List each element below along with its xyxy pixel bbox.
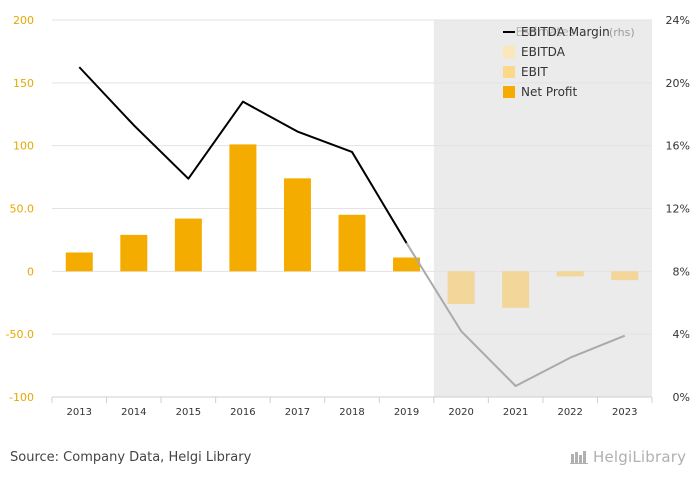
y-right-tick-label: 16% xyxy=(666,140,690,153)
y-left-tick-label: -50.0 xyxy=(6,328,34,341)
bar-net-profit xyxy=(65,252,93,272)
x-tick-label: 2023 xyxy=(612,407,637,418)
legend-label: EBITDA Margin xyxy=(521,25,610,39)
x-tick-label: 2014 xyxy=(121,407,146,418)
y-right-tick-label: 20% xyxy=(666,77,690,90)
y-right-tick-label: 4% xyxy=(673,328,690,341)
y-right-tick-label: 12% xyxy=(666,203,690,216)
x-tick-label: 2021 xyxy=(503,407,528,418)
x-tick-label: 2020 xyxy=(448,407,473,418)
y-right-tick-label: 24% xyxy=(666,14,690,27)
y-left-tick-label: 200 xyxy=(13,14,34,27)
legend-label: EBITDA xyxy=(521,45,566,59)
bar-net-profit xyxy=(611,271,639,281)
bar-net-profit xyxy=(393,257,421,272)
legend-label-suffix: (rhs) xyxy=(609,26,635,39)
brand-text: HelgiLibrary xyxy=(593,448,687,466)
x-tick-label: 2022 xyxy=(557,407,582,418)
x-tick-label: 2017 xyxy=(285,407,310,418)
bar-net-profit xyxy=(447,271,475,305)
x-tick-label: 2013 xyxy=(67,407,92,418)
ebitda-margin-line-estimate xyxy=(405,242,626,388)
x-tick-label: 2015 xyxy=(176,407,201,418)
y-right-tick-label: 8% xyxy=(673,265,690,278)
source-note: Source: Company Data, Helgi Library xyxy=(10,450,252,465)
y-left-tick-label: 0 xyxy=(27,265,34,278)
library-icon xyxy=(570,451,588,464)
legend-swatch xyxy=(503,66,515,78)
ebitda-margin-line xyxy=(78,66,408,244)
chart-svg: Estimates 200 150 100 50.0 0 -50.0 -100 24% 20% 1… xyxy=(6,14,690,418)
y-left-tick-label: 50.0 xyxy=(10,203,35,216)
legend-label: EBIT xyxy=(521,65,548,79)
legend-swatch xyxy=(503,86,515,98)
y-left-tick-label: 150 xyxy=(13,77,34,90)
bar-net-profit xyxy=(556,271,584,277)
brand-logo[interactable]: HelgiLibrary xyxy=(570,448,686,466)
y-left-tick-label: -100 xyxy=(9,391,34,404)
legend-swatch xyxy=(503,46,515,58)
x-tick-label: 2016 xyxy=(230,407,255,418)
bar-net-profit xyxy=(174,218,202,272)
bar-net-profit xyxy=(120,234,148,272)
bar-net-profit xyxy=(338,214,366,272)
estimates-label: Estimates xyxy=(516,25,575,39)
x-tick-label: 2018 xyxy=(339,407,364,418)
x-tick-label: 2019 xyxy=(394,407,419,418)
y-right-tick-label: 0% xyxy=(673,391,690,404)
bar-net-profit xyxy=(229,144,257,272)
bar-net-profit xyxy=(283,178,311,272)
bar-net-profit xyxy=(502,271,530,308)
legend-label: Net Profit xyxy=(521,85,577,99)
y-left-tick-label: 100 xyxy=(13,140,34,153)
